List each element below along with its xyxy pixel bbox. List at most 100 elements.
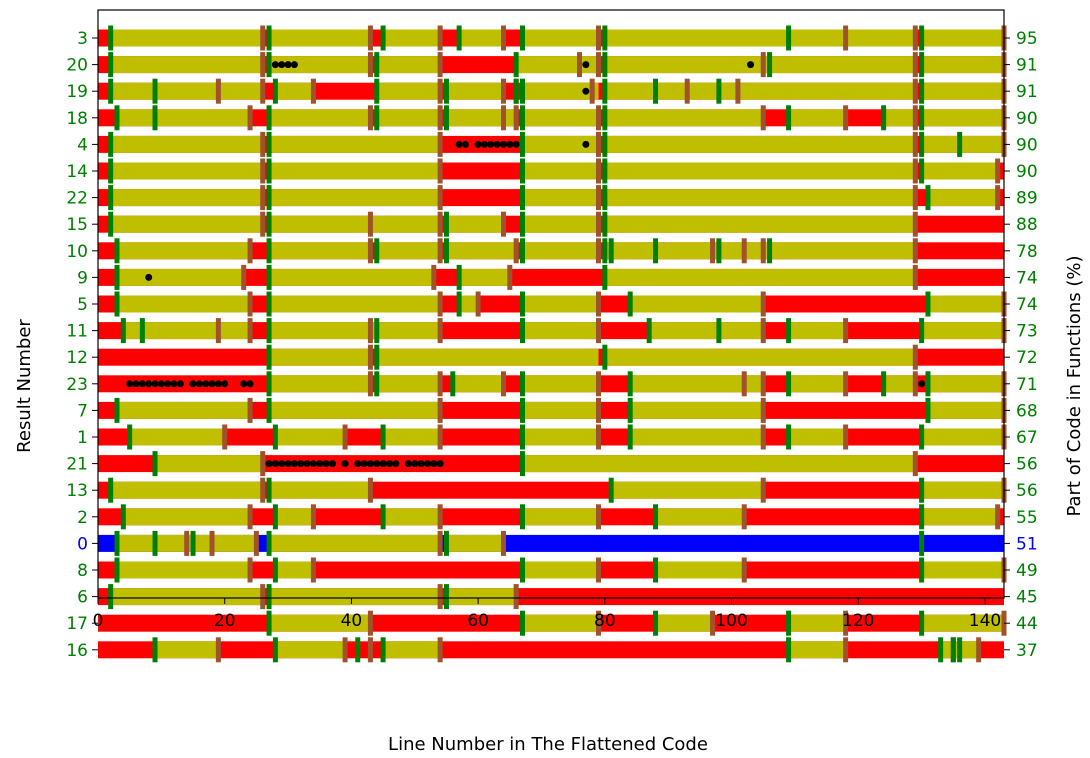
row-23 [98,371,1007,397]
point-marker [208,380,216,388]
function-start-marker [602,158,608,184]
function-segment [604,162,916,180]
function-start-marker [266,610,272,636]
function-segment [376,56,441,74]
function-start-marker [374,52,380,78]
function-end-marker [247,504,253,530]
row-0 [98,530,1004,556]
function-start-marker [152,451,158,477]
percent-in-functions-label: 56 [1016,481,1038,501]
function-end-marker [760,424,766,450]
function-segment [446,588,517,606]
percent-in-functions-label: 91 [1016,56,1038,76]
function-segment [630,428,764,446]
function-end-marker [260,25,266,51]
function-segment [522,295,599,313]
function-start-marker [114,557,120,583]
function-start-marker [152,530,158,556]
point-marker [214,380,222,388]
function-start-marker [602,78,608,104]
function-end-marker [912,105,918,131]
function-end-marker [310,78,316,104]
function-end-marker [741,504,747,530]
function-end-marker [843,637,849,663]
function-start-marker [919,131,925,157]
function-segment [522,401,599,419]
point-marker [354,460,362,468]
function-end-marker [912,158,918,184]
function-start-marker [108,185,114,211]
function-segment [604,268,916,286]
function-start-marker [716,318,722,344]
function-start-marker [602,264,608,290]
function-start-marker [786,25,792,51]
function-segment [269,401,441,419]
row-17 [98,610,1007,636]
row-2 [98,504,1004,530]
function-segment [446,82,504,100]
function-segment [110,56,263,74]
function-segment [117,401,251,419]
function-start-marker [519,211,525,237]
result-number-label: 20 [66,56,88,76]
function-segment [655,561,745,579]
row-13 [98,477,1007,503]
percent-in-functions-label: 68 [1016,401,1038,421]
function-end-marker [596,424,602,450]
function-segment [604,242,916,260]
function-end-marker [437,131,443,157]
result-number-label: 2 [77,508,88,528]
function-end-marker [247,397,253,423]
function-segment [522,109,599,127]
function-start-marker [881,371,887,397]
function-start-marker [716,238,722,264]
function-end-marker [589,78,595,104]
function-start-marker [443,238,449,264]
function-end-marker [760,371,766,397]
function-end-marker [260,451,266,477]
function-end-marker [215,637,221,663]
function-end-marker [596,557,602,583]
percent-in-functions-label: 78 [1016,242,1038,262]
function-start-marker [925,291,931,317]
row-8 [98,557,1007,583]
row-10 [98,238,1004,264]
function-segment [129,428,225,446]
point-marker [392,460,400,468]
row-7 [98,397,1007,423]
function-segment [921,109,1004,127]
function-start-marker [627,291,633,317]
function-start-marker [266,264,272,290]
function-start-marker [519,105,525,131]
function-segment [269,375,371,393]
function-start-marker [443,530,449,556]
function-start-marker [608,238,614,264]
function-start-marker [266,477,272,503]
function-start-marker [374,105,380,131]
function-segment [459,29,504,47]
function-end-marker [912,264,918,290]
function-end-marker [912,52,918,78]
function-segment [376,375,441,393]
function-end-marker [500,105,506,131]
function-end-marker [596,291,602,317]
function-start-marker [608,477,614,503]
function-start-marker [519,371,525,397]
function-end-marker [437,158,443,184]
row-9 [98,264,1004,290]
function-segment [110,162,263,180]
function-end-marker [437,238,443,264]
function-end-marker [912,25,918,51]
function-end-marker [843,424,849,450]
x-tick-label: 80 [594,611,616,631]
function-segment [921,561,1004,579]
function-end-marker [995,158,1001,184]
point-marker [316,460,324,468]
function-start-marker [456,25,462,51]
function-end-marker [260,211,266,237]
function-end-marker [596,238,602,264]
function-start-marker [266,238,272,264]
function-start-marker [919,105,925,131]
function-segment [117,295,251,313]
percent-in-functions-label: 72 [1016,348,1038,368]
